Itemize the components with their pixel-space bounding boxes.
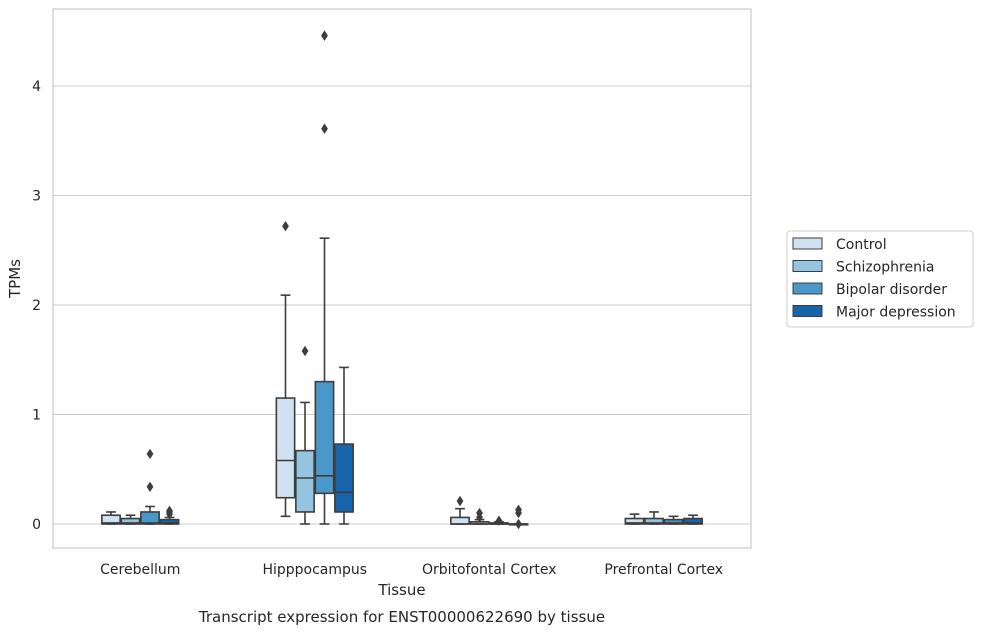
legend-label: Bipolar disorder bbox=[836, 282, 947, 298]
box-2-3 bbox=[508, 504, 529, 530]
legend-item: Control bbox=[792, 237, 887, 253]
x-tick-label: Orbitofontal Cortex bbox=[422, 562, 557, 578]
outlier-point bbox=[282, 220, 289, 232]
box-body bbox=[275, 397, 296, 499]
outlier-point bbox=[456, 495, 464, 507]
box-0-2 bbox=[140, 448, 160, 525]
box-body bbox=[101, 514, 121, 525]
outlier-point bbox=[321, 123, 328, 134]
box-body bbox=[663, 518, 684, 525]
box-2-1 bbox=[469, 507, 490, 525]
legend-label: Major depression bbox=[836, 305, 956, 321]
y-tick-label: 4 bbox=[32, 79, 41, 95]
legend-swatch bbox=[792, 260, 823, 272]
box-body bbox=[159, 518, 180, 525]
y-axis-title: TPMs bbox=[6, 259, 24, 299]
box-1-1 bbox=[295, 345, 315, 525]
box-body bbox=[314, 380, 335, 495]
box-0-1 bbox=[120, 514, 141, 525]
y-tick-label: 3 bbox=[32, 189, 41, 205]
outlier-point bbox=[321, 30, 328, 41]
x-axis-title: Tissue bbox=[377, 581, 425, 599]
outlier-point bbox=[515, 504, 522, 515]
grid-lines bbox=[53, 85, 751, 525]
outlier-point bbox=[476, 507, 483, 519]
box-1-0 bbox=[275, 220, 296, 518]
legend-item: Major depression bbox=[792, 305, 956, 321]
box-0-3 bbox=[159, 505, 180, 525]
box-body bbox=[334, 443, 354, 513]
legend-label: Control bbox=[836, 237, 887, 253]
y-tick-label: 0 bbox=[32, 517, 41, 533]
x-tick-label: Cerebellum bbox=[100, 562, 180, 578]
y-tick-labels: 0 1 2 3 4 bbox=[32, 79, 41, 533]
box-body bbox=[120, 517, 141, 525]
legend-swatch bbox=[792, 237, 823, 250]
y-tick-label: 1 bbox=[32, 408, 41, 424]
box-body bbox=[644, 517, 664, 525]
box-3-0 bbox=[624, 513, 645, 525]
outlier-point bbox=[301, 345, 309, 357]
legend-item: Bipolar disorder bbox=[792, 282, 947, 298]
outlier-point bbox=[515, 518, 522, 530]
box-1-2 bbox=[314, 30, 335, 525]
x-tick-labels: Cerebellum Hipppocampus Orbitofontal Corte… bbox=[100, 562, 723, 578]
box-1-3 bbox=[334, 366, 354, 525]
legend-item: Schizophrenia bbox=[792, 260, 934, 276]
box-plot-series bbox=[101, 30, 703, 530]
box-3-1 bbox=[644, 511, 664, 525]
outlier-point bbox=[146, 448, 154, 460]
box-body bbox=[140, 511, 160, 525]
plot-frame bbox=[52, 8, 752, 549]
legend-swatch bbox=[792, 282, 823, 295]
legend-label: Schizophrenia bbox=[836, 260, 934, 276]
box-body bbox=[295, 449, 315, 513]
y-tick-label: 2 bbox=[32, 298, 41, 314]
outlier-point bbox=[166, 505, 173, 517]
box-2-0 bbox=[450, 495, 470, 525]
box-body bbox=[683, 517, 703, 525]
x-tick-label: Hipppocampus bbox=[262, 562, 367, 578]
box-3-3 bbox=[683, 514, 703, 525]
outlier-point bbox=[146, 481, 154, 492]
box-0-0 bbox=[101, 511, 121, 525]
box-3-2 bbox=[663, 515, 684, 525]
outlier-point bbox=[495, 515, 503, 526]
legend-swatch bbox=[792, 305, 823, 317]
x-tick-label: Prefrontal Cortex bbox=[604, 562, 723, 578]
chart-caption: Transcript expression for ENST0000062269… bbox=[198, 608, 605, 626]
box-body bbox=[450, 516, 470, 525]
box-body bbox=[624, 517, 645, 525]
legend-frame bbox=[786, 230, 974, 328]
box-2-2 bbox=[489, 515, 509, 526]
legend: Control Schizophrenia Bipolar disorder Majo… bbox=[786, 230, 974, 328]
